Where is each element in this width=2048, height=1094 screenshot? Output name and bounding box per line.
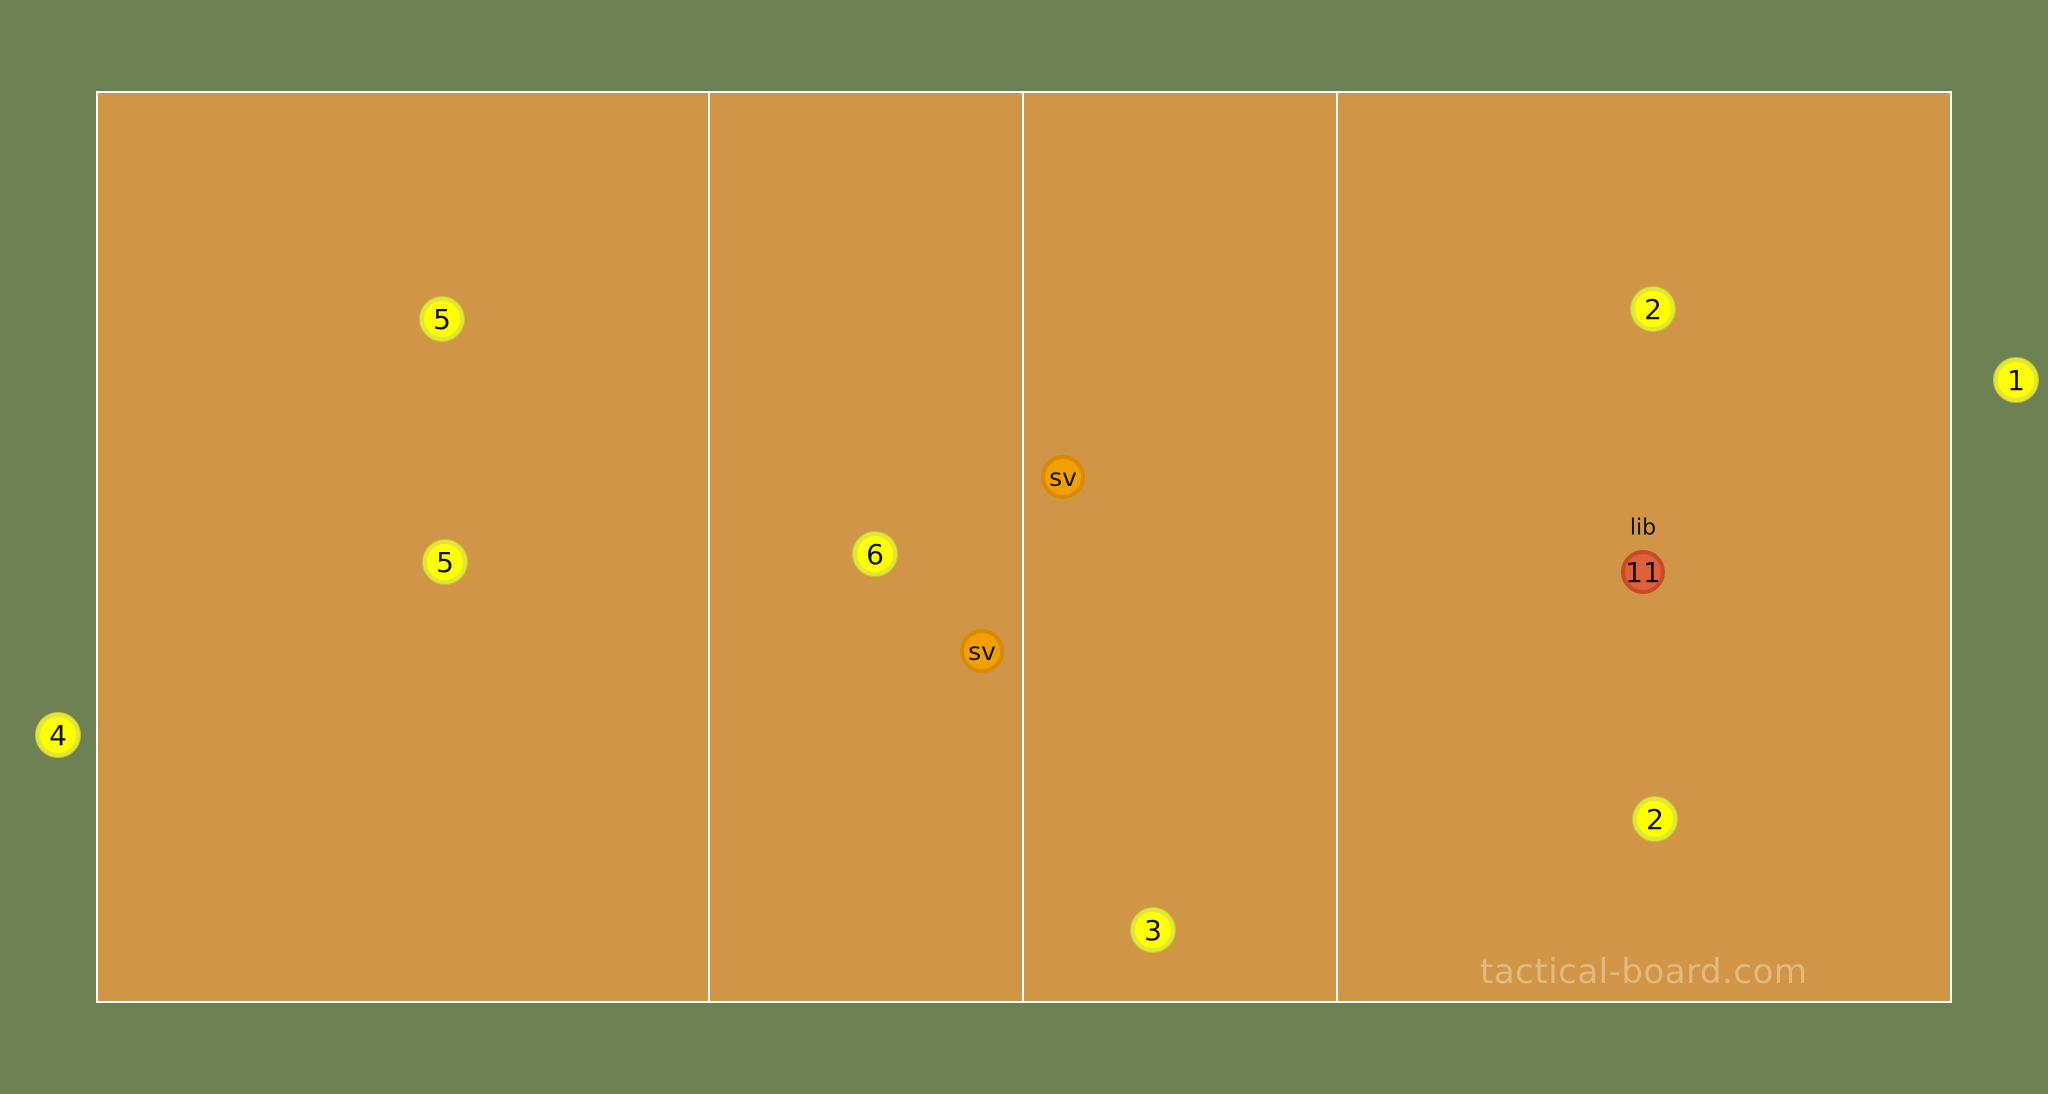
player-token-2-bottom[interactable]: 2 [1633, 797, 1677, 841]
player-token-1[interactable]: 1 [1994, 358, 2038, 402]
attack-line-left [708, 91, 710, 1003]
player-token-4[interactable]: 4 [36, 713, 80, 757]
volleyball-court [96, 91, 1952, 1003]
libero-tag: lib [1629, 515, 1657, 541]
player-token-3[interactable]: 3 [1131, 908, 1175, 952]
attack-line-right [1336, 91, 1338, 1003]
player-token-2-top[interactable]: 2 [1631, 287, 1675, 331]
player-token-11-libero[interactable]: 11 [1621, 550, 1665, 594]
player-token-sv-left[interactable]: sv [960, 629, 1004, 673]
watermark: tactical-board.com [1480, 952, 1808, 992]
player-token-6[interactable]: 6 [853, 532, 897, 576]
player-token-5-top[interactable]: 5 [420, 297, 464, 341]
player-token-sv-right[interactable]: sv [1041, 455, 1085, 499]
player-token-5-middle[interactable]: 5 [423, 540, 467, 584]
center-net-line [1022, 91, 1024, 1003]
